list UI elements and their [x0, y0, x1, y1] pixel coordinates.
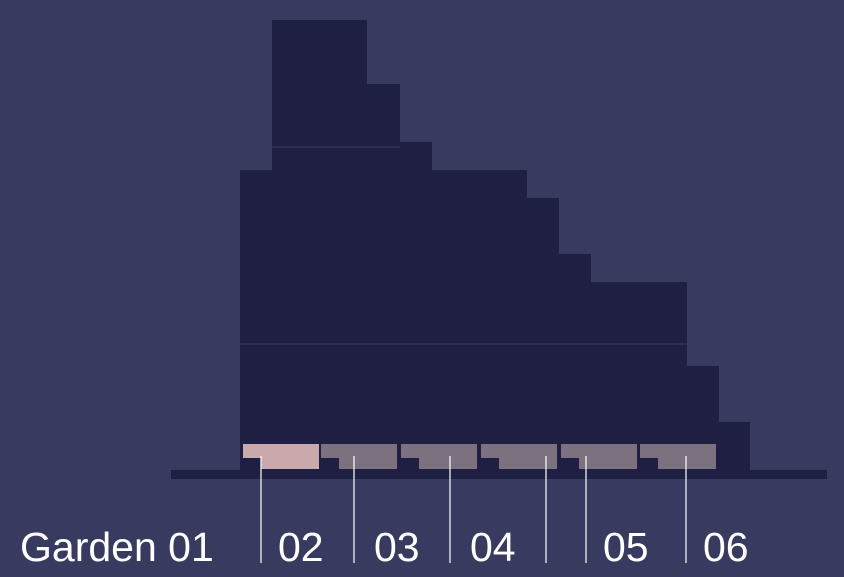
garden-label-01[interactable]: Garden 01: [20, 522, 214, 572]
garden-plot-01: [243, 444, 319, 469]
massing-block-6: [527, 198, 559, 470]
garden-label-04[interactable]: 04: [470, 522, 516, 572]
garden-plot-02: [321, 444, 397, 469]
garden-number-01: 01: [168, 524, 214, 570]
garden-number-02: 02: [278, 524, 324, 570]
garden-label-06[interactable]: 06: [703, 522, 749, 572]
massing-block-2: [272, 20, 367, 470]
massing-block-1: [240, 170, 272, 470]
garden-number-06: 06: [703, 524, 749, 570]
building-massing: [171, 20, 827, 479]
garden-label-03[interactable]: 03: [374, 522, 420, 572]
label-leader-lines: [260, 456, 687, 563]
massing-block-7: [559, 254, 591, 470]
massing-block-3: [367, 84, 400, 470]
garden-label-02[interactable]: 02: [278, 522, 324, 572]
garden-plot-06: [640, 444, 716, 469]
massing-block-4: [400, 142, 432, 470]
garden-plot-04: [481, 444, 557, 469]
garden-label-05[interactable]: 05: [603, 522, 649, 572]
garden-plots: [243, 444, 716, 469]
massing-block-8: [591, 282, 687, 470]
ground-line: [171, 470, 827, 479]
garden-plot-05: [561, 444, 637, 469]
massing-block-5: [432, 170, 527, 470]
garden-number-05: 05: [603, 524, 649, 570]
massing-block-10: [719, 422, 750, 470]
garden-prefix: Garden: [20, 524, 157, 570]
garden-plot-03: [401, 444, 477, 469]
garden-number-04: 04: [470, 524, 516, 570]
garden-number-03: 03: [374, 524, 420, 570]
